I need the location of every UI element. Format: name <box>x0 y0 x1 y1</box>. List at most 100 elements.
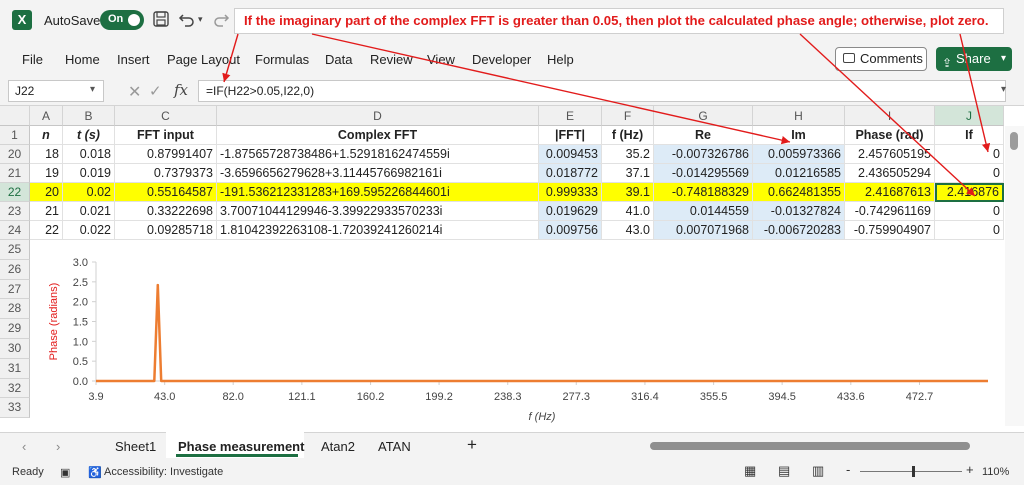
column-header-d[interactable]: D <box>217 106 539 126</box>
column-header-a[interactable]: A <box>30 106 63 126</box>
header-cell[interactable]: t (s) <box>63 126 115 145</box>
save-icon[interactable] <box>152 10 170 30</box>
zoom-out-button[interactable]: - <box>846 462 851 477</box>
menu-help[interactable]: Help <box>547 52 574 67</box>
page-layout-view-icon[interactable]: ▤ <box>778 463 791 478</box>
add-sheet-icon[interactable]: + <box>467 435 477 454</box>
series-line[interactable] <box>96 283 988 383</box>
column-header-i[interactable]: I <box>845 106 935 126</box>
table-cell[interactable]: 0.09285718 <box>115 221 217 240</box>
normal-view-icon[interactable]: ▦ <box>744 463 757 478</box>
tab-sheet1[interactable]: Sheet1 <box>115 439 157 454</box>
header-cell[interactable]: |FFT| <box>539 126 602 145</box>
table-cell[interactable]: 2.41687613 <box>845 183 935 202</box>
table-cell[interactable]: 0.009453 <box>539 145 602 164</box>
table-cell[interactable]: 0.018 <box>63 145 115 164</box>
header-cell[interactable]: Phase (rad) <box>845 126 935 145</box>
table-cell[interactable]: 37.1 <box>602 164 654 183</box>
table-cell[interactable]: 1.81042392263108-1.72039241260214i <box>217 221 539 240</box>
table-cell[interactable]: -0.759904907 <box>845 221 935 240</box>
select-all-corner[interactable] <box>0 106 30 126</box>
tab-atan2[interactable]: Atan2 <box>321 439 355 454</box>
header-cell[interactable]: FFT input <box>115 126 217 145</box>
menu-view[interactable]: View <box>427 52 455 67</box>
column-header-j[interactable]: J <box>935 106 1004 126</box>
next-sheet-icon[interactable]: › <box>56 439 61 454</box>
row-header[interactable]: 30 <box>0 339 30 359</box>
menu-file[interactable]: File <box>22 52 43 67</box>
table-cell[interactable]: 0.005973366 <box>753 145 845 164</box>
menu-review[interactable]: Review <box>370 52 413 67</box>
table-cell[interactable]: 0.87991407 <box>115 145 217 164</box>
table-cell[interactable]: -0.007326786 <box>654 145 753 164</box>
column-header-c[interactable]: C <box>115 106 217 126</box>
table-cell[interactable]: 0.021 <box>63 202 115 221</box>
column-header-b[interactable]: B <box>63 106 115 126</box>
header-cell[interactable]: n <box>30 126 63 145</box>
table-cell[interactable]: -1.87565728738486+1.52918162474559i <box>217 145 539 164</box>
accessibility-icon[interactable]: ♿ <box>88 467 102 479</box>
table-cell[interactable]: 0.55164587 <box>115 183 217 202</box>
row-header[interactable]: 20 <box>0 145 30 164</box>
header-cell[interactable]: Re <box>654 126 753 145</box>
row-header[interactable]: 31 <box>0 358 30 379</box>
table-cell[interactable]: 20 <box>30 183 63 202</box>
column-header-e[interactable]: E <box>539 106 602 126</box>
row-header[interactable]: 22 <box>0 183 30 202</box>
table-cell[interactable]: -0.014295569 <box>654 164 753 183</box>
table-cell[interactable]: 0.022 <box>63 221 115 240</box>
table-cell[interactable]: 39.1 <box>602 183 654 202</box>
menu-data[interactable]: Data <box>325 52 353 67</box>
table-cell[interactable]: 0.0144559 <box>654 202 753 221</box>
column-header-g[interactable]: G <box>654 106 753 126</box>
table-cell[interactable]: 0 <box>935 145 1004 164</box>
table-cell[interactable]: 18 <box>30 145 63 164</box>
table-cell[interactable]: 0.019 <box>63 164 115 183</box>
table-cell[interactable]: -0.742961169 <box>845 202 935 221</box>
undo-dropdown-icon[interactable]: ▾ <box>198 14 203 24</box>
table-cell[interactable]: 19 <box>30 164 63 183</box>
table-cell[interactable]: 2.436505294 <box>845 164 935 183</box>
table-cell[interactable]: -0.01327824 <box>753 202 845 221</box>
row-header[interactable]: 27 <box>0 279 30 300</box>
table-cell[interactable]: 35.2 <box>602 145 654 164</box>
undo-icon[interactable] <box>178 10 196 30</box>
table-cell[interactable]: 0.999333 <box>539 183 602 202</box>
header-cell[interactable]: Im <box>753 126 845 145</box>
table-cell[interactable]: 0.018772 <box>539 164 602 183</box>
share-button[interactable]: ⇪ Share ▾ <box>936 47 1012 71</box>
row-header[interactable]: 23 <box>0 202 30 221</box>
row-header[interactable]: 21 <box>0 164 30 183</box>
table-cell[interactable]: 21 <box>30 202 63 221</box>
autosave-toggle[interactable]: On <box>100 10 144 30</box>
data-point[interactable] <box>156 283 160 287</box>
header-cell[interactable]: f (Hz) <box>602 126 654 145</box>
redo-icon[interactable] <box>212 10 230 30</box>
table-cell[interactable]: -0.006720283 <box>753 221 845 240</box>
row-header[interactable]: 28 <box>0 299 30 320</box>
horizontal-scroll-thumb[interactable] <box>650 442 970 450</box>
table-cell[interactable]: 43.0 <box>602 221 654 240</box>
menu-home[interactable]: Home <box>65 52 100 67</box>
formula-input[interactable]: =IF(H22>0.05,I22,0) <box>198 80 1006 102</box>
selected-cell-j22[interactable]: 2.416876 <box>935 183 1004 202</box>
name-box[interactable]: J22 <box>8 80 104 102</box>
row-header[interactable]: 26 <box>0 259 30 280</box>
zoom-slider-track[interactable] <box>860 471 962 472</box>
table-cell[interactable]: 0.662481355 <box>753 183 845 202</box>
enter-check-icon[interactable]: ✓ <box>149 83 162 100</box>
table-cell[interactable]: 0.02 <box>63 183 115 202</box>
prev-sheet-icon[interactable]: ‹ <box>22 439 27 454</box>
zoom-slider-thumb[interactable] <box>912 466 915 477</box>
table-cell[interactable]: 22 <box>30 221 63 240</box>
column-header-h[interactable]: H <box>753 106 845 126</box>
table-cell[interactable]: 41.0 <box>602 202 654 221</box>
header-cell[interactable]: Complex FFT <box>217 126 539 145</box>
menu-developer[interactable]: Developer <box>472 52 532 67</box>
tab-atan[interactable]: ATAN <box>378 439 411 454</box>
insert-function-icon[interactable]: fx <box>174 81 189 99</box>
header-cell[interactable]: If <box>935 126 1004 145</box>
row-header[interactable]: 24 <box>0 221 30 240</box>
page-break-view-icon[interactable]: ▥ <box>812 463 825 478</box>
table-cell[interactable]: 2.457605195 <box>845 145 935 164</box>
